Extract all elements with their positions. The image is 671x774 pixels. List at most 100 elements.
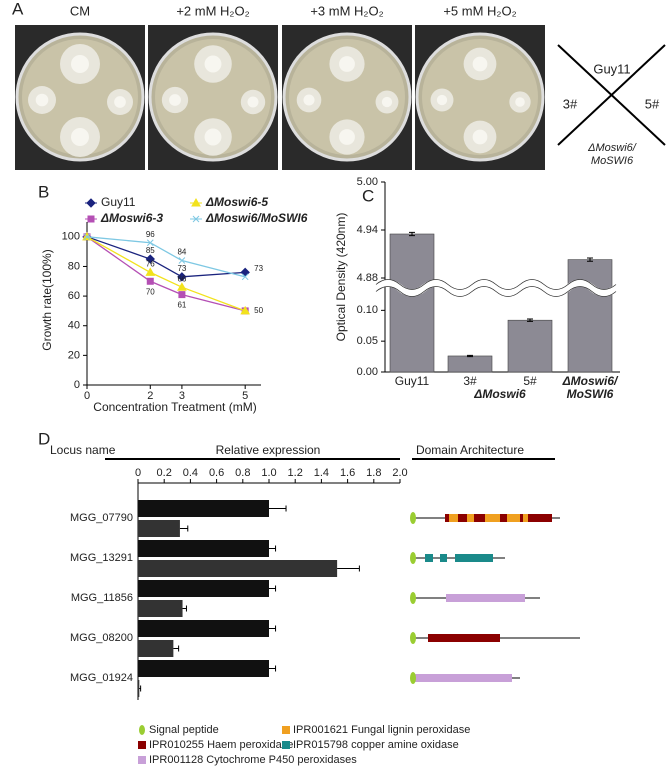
domain — [440, 554, 447, 562]
x-tick-label: 1.2 — [288, 467, 303, 479]
y-tick-label: 4.88 — [357, 272, 378, 284]
colony-center — [515, 97, 525, 107]
legend-label: ΔMoswi6/MoSWI6 — [205, 211, 308, 225]
plate-inner — [422, 39, 538, 155]
key-label: Guy11 — [593, 61, 630, 76]
signal-peptide — [410, 552, 416, 564]
x-tick-label: 1.6 — [340, 467, 355, 479]
bar — [138, 600, 183, 617]
x-tick-label: 1.8 — [366, 467, 381, 479]
legend-marker — [86, 198, 96, 208]
plate-inner — [22, 39, 138, 155]
axis-break — [373, 279, 619, 297]
y-tick-label: MGG_01924 — [70, 672, 133, 684]
x-tick-label: 3 — [179, 390, 185, 402]
bar — [138, 680, 140, 697]
marker — [178, 291, 186, 299]
colony-center — [381, 96, 393, 108]
panel-label: C — [362, 186, 374, 205]
legend-swatch — [282, 741, 290, 749]
marker — [178, 257, 186, 264]
colony-center — [114, 96, 126, 108]
y-axis-label: Optical Density (420nm) — [334, 213, 348, 342]
data-label: 73 — [254, 264, 263, 273]
x-tick-label: 0.6 — [209, 467, 224, 479]
domain — [523, 514, 528, 522]
signal-peptide — [410, 592, 416, 604]
bar — [138, 500, 269, 517]
x-tick-label: 0 — [135, 467, 141, 479]
error-bar — [179, 525, 189, 532]
column-title: +5 mM H₂O₂ — [443, 3, 516, 18]
colony-center — [303, 94, 315, 106]
y-tick-label: 0 — [74, 379, 80, 391]
x-axis-label: Concentration Treatment (mM) — [93, 400, 256, 414]
legend-marker — [192, 215, 200, 223]
marker — [240, 267, 250, 278]
colony-center — [247, 96, 259, 108]
colony-center — [436, 94, 448, 106]
marker — [177, 282, 187, 291]
key-label: 3# — [563, 96, 578, 111]
panel-label: B — [38, 182, 49, 201]
y-tick-label: 20 — [68, 349, 80, 361]
colony-center — [204, 128, 222, 146]
domain — [415, 674, 512, 682]
signal-peptide — [410, 672, 416, 684]
bar — [567, 259, 613, 373]
data-label: 73 — [177, 264, 186, 273]
key-label: ΔMoswi6/ — [587, 142, 637, 154]
column-header: Relative expression — [216, 443, 321, 457]
x-tick-label: 0.2 — [157, 467, 172, 479]
legend-label: Guy11 — [101, 195, 136, 209]
y-tick-label: MGG_13291 — [70, 552, 133, 564]
x-tick-label: 2.0 — [392, 467, 407, 479]
colony-center — [35, 93, 49, 107]
x-tick-sublabel: MoSWI6 — [567, 387, 614, 401]
bar — [507, 319, 553, 373]
legend-swatch — [139, 725, 145, 735]
bar — [138, 640, 174, 657]
x-tick-label: Guy11 — [395, 374, 430, 388]
legend-label: Signal peptide — [149, 724, 219, 736]
bar — [138, 580, 269, 597]
y-tick-label: 60 — [68, 290, 80, 302]
legend-label: IPR001128 Cytochrome P450 peroxidases — [149, 754, 357, 766]
y-tick-label: 0.10 — [357, 304, 378, 316]
error-bar — [409, 231, 415, 237]
key-label: MoSWI6 — [591, 155, 634, 167]
plate-inner — [289, 39, 405, 155]
marker — [146, 277, 154, 285]
y-tick-label: 4.94 — [357, 224, 378, 236]
plate-inner — [155, 39, 271, 155]
x-tick-label: 3# — [463, 374, 477, 388]
data-label: 70 — [146, 287, 155, 296]
domain — [425, 554, 433, 562]
x-tick-label: 1.0 — [261, 467, 276, 479]
line — [86, 236, 246, 312]
column-header: Domain Architecture — [416, 443, 524, 457]
x-tick-label: 1.4 — [314, 467, 329, 479]
error-bar — [337, 565, 360, 572]
error-bar — [527, 318, 533, 322]
domain — [507, 514, 520, 522]
error-bar — [587, 257, 593, 262]
bar — [138, 560, 338, 577]
colony-center — [71, 55, 89, 73]
y-tick-label: 0.05 — [357, 335, 378, 347]
key-line — [557, 44, 666, 146]
domain — [485, 514, 500, 522]
colony-center — [339, 129, 355, 145]
colony-center — [472, 129, 488, 145]
data-label: 50 — [254, 306, 263, 315]
domain — [428, 634, 500, 642]
colony-center — [472, 56, 488, 72]
bar — [138, 540, 269, 557]
error-bar — [173, 645, 180, 652]
x-tick-label: 5# — [523, 374, 537, 388]
axis-break — [375, 279, 617, 290]
legend-label: ΔMoswi6-3 — [100, 211, 163, 225]
legend-swatch — [282, 726, 290, 734]
y-tick-label: MGG_11856 — [71, 592, 133, 604]
